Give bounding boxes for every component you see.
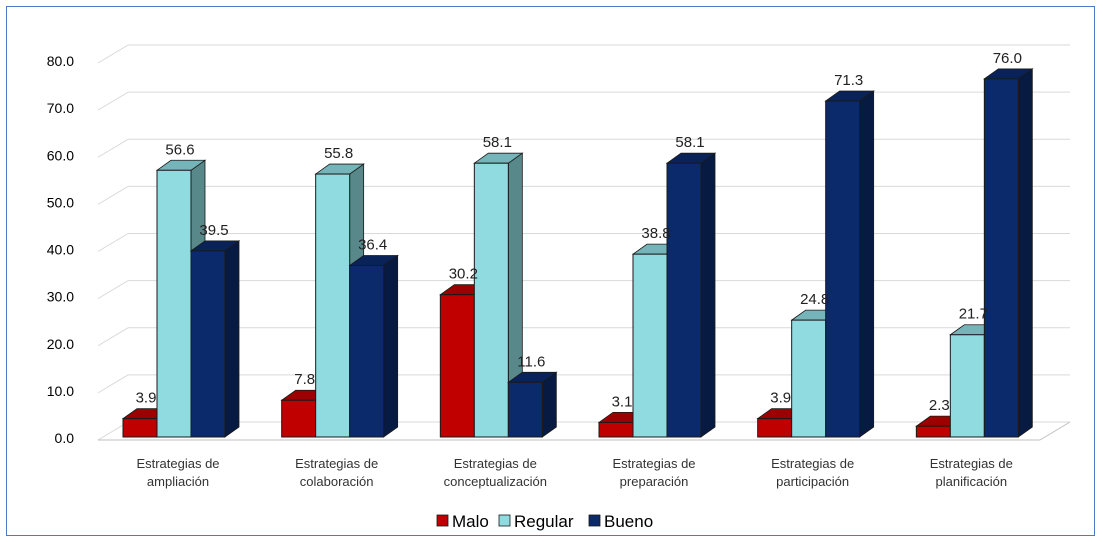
data-label: 2.3	[929, 397, 950, 414]
category-label: Estrategias de participación	[771, 456, 854, 489]
y-tick-label: 60.0	[47, 147, 74, 163]
data-label: 56.6	[165, 141, 194, 158]
legend-swatch	[588, 514, 601, 527]
y-tick-label: 40.0	[47, 242, 74, 258]
legend-item-malo: Malo	[436, 512, 489, 531]
data-label: 30.2	[449, 266, 478, 283]
x-axis-depth	[1039, 421, 1071, 441]
data-label: 38.8	[641, 225, 670, 242]
bar-bueno	[665, 152, 717, 438]
gridline-depth	[97, 44, 129, 64]
legend-label: Malo	[452, 512, 489, 531]
data-label: 36.4	[358, 236, 387, 253]
category-label: Estrategias de conceptualización	[444, 456, 547, 489]
data-label: 11.6	[517, 353, 545, 370]
data-label: 3.9	[770, 390, 791, 407]
y-axis-ticks: 0.0 10.0 20.0 30.0 40.0 50.0 60.0 70.0 80.0	[47, 53, 74, 446]
data-label: 71.3	[834, 72, 863, 89]
grid-lines	[97, 44, 1071, 441]
category-label: Estrategias de planificación	[930, 456, 1013, 489]
bar-bueno	[348, 254, 399, 438]
category-label: Estrategias de preparación	[612, 456, 695, 489]
bars	[121, 68, 1034, 438]
legend-label: Bueno	[604, 512, 653, 531]
data-label: 55.8	[324, 145, 353, 162]
y-tick-label: 80.0	[47, 53, 74, 69]
bar-bueno	[189, 240, 241, 438]
y-tick-label: 0.0	[55, 430, 75, 446]
legend-swatch	[498, 514, 511, 527]
legend-item-regular: Regular	[498, 512, 574, 531]
legend: Malo Regular Bueno	[436, 512, 653, 531]
y-tick-label: 50.0	[47, 194, 74, 210]
category-label: Estrategias de colaboración	[295, 456, 378, 489]
bar-regular	[473, 152, 524, 438]
gridline-depth	[97, 374, 129, 394]
data-label: 21.7	[959, 306, 988, 323]
gridline-depth	[97, 280, 129, 300]
data-label: 3.9	[136, 390, 157, 407]
x-axis-categories: Estrategias de ampliación Estrategias de co…	[136, 456, 1012, 489]
gridline-depth	[97, 91, 129, 111]
data-label: 3.1	[612, 393, 633, 410]
y-tick-label: 10.0	[47, 383, 74, 399]
legend-label: Regular	[514, 512, 574, 531]
bar-bueno	[983, 68, 1034, 438]
data-labels: 3.9 56.6 39.5 7.8 55.8 36.4 30.2 58.1 11.6 3.1 38.…	[136, 50, 1022, 414]
data-label: 58.1	[483, 134, 512, 151]
data-label: 24.8	[800, 291, 829, 308]
category-label: Estrategias de ampliación	[136, 456, 219, 489]
bar-bueno	[507, 371, 558, 438]
data-label: 58.1	[675, 134, 704, 151]
gridline-depth	[97, 185, 129, 205]
y-tick-label: 70.0	[47, 100, 74, 116]
legend-item-bueno: Bueno	[588, 512, 653, 531]
data-label: 7.8	[294, 371, 315, 388]
data-label: 39.5	[199, 222, 228, 239]
gridline-depth	[97, 138, 129, 158]
y-tick-label: 20.0	[47, 336, 74, 352]
y-tick-label: 30.0	[47, 289, 74, 305]
legend-swatch	[436, 514, 449, 527]
data-label: 76.0	[993, 50, 1022, 67]
gridline-depth	[97, 233, 129, 252]
gridline-depth	[97, 327, 129, 347]
bar-bueno	[824, 90, 875, 438]
